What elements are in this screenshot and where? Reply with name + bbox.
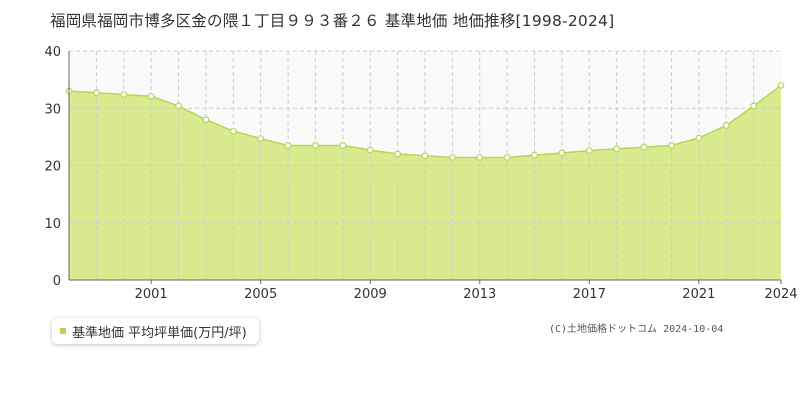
data-point [284, 142, 292, 149]
legend-swatch [60, 328, 66, 334]
x-tick-label: 2024 [764, 287, 797, 302]
data-point [92, 89, 100, 97]
y-tick-label: 20 [44, 160, 61, 175]
data-point [503, 154, 511, 161]
data-point [394, 150, 402, 158]
data-point [558, 149, 566, 157]
x-tick-label: 2005 [244, 287, 277, 302]
data-point [695, 134, 703, 142]
data-point [175, 102, 182, 110]
y-tick-label: 40 [44, 45, 61, 60]
data-point [640, 143, 648, 151]
chart-title: 福岡県福岡市博多区金の隈１丁目９９３番２６ 基準地価 地価推移[1998-202… [50, 12, 615, 30]
y-tick-label: 30 [44, 102, 61, 117]
x-tick-label: 2021 [682, 287, 715, 302]
data-point [312, 142, 319, 149]
data-point [257, 135, 265, 142]
x-tick-label: 2013 [463, 287, 496, 302]
series-area [69, 85, 781, 280]
data-point [366, 146, 374, 154]
legend: 基準地価 平均坪単価(万円/坪) [52, 318, 259, 344]
y-tick-label: 10 [44, 217, 61, 232]
data-point [722, 122, 730, 129]
x-tick-label: 2009 [354, 287, 387, 302]
data-point [476, 154, 484, 161]
legend-label: 基準地価 平均坪単価(万円/坪) [72, 325, 247, 341]
data-point [229, 127, 237, 135]
data-point [668, 142, 675, 149]
data-point [750, 102, 758, 110]
data-point [147, 92, 155, 100]
data-point [531, 151, 538, 159]
data-point [120, 91, 128, 98]
copyright-text: (C)土地価格ドットコム 2024-10-04 [549, 324, 724, 335]
data-point [202, 116, 210, 124]
x-tick-label: 2001 [135, 287, 168, 302]
data-point [421, 152, 429, 160]
x-tick-label: 2017 [573, 287, 606, 302]
data-point [448, 154, 456, 161]
data-point [613, 145, 621, 153]
data-point [777, 81, 785, 89]
y-tick-label: 0 [53, 274, 61, 289]
data-point [585, 147, 593, 155]
data-point [339, 142, 347, 149]
